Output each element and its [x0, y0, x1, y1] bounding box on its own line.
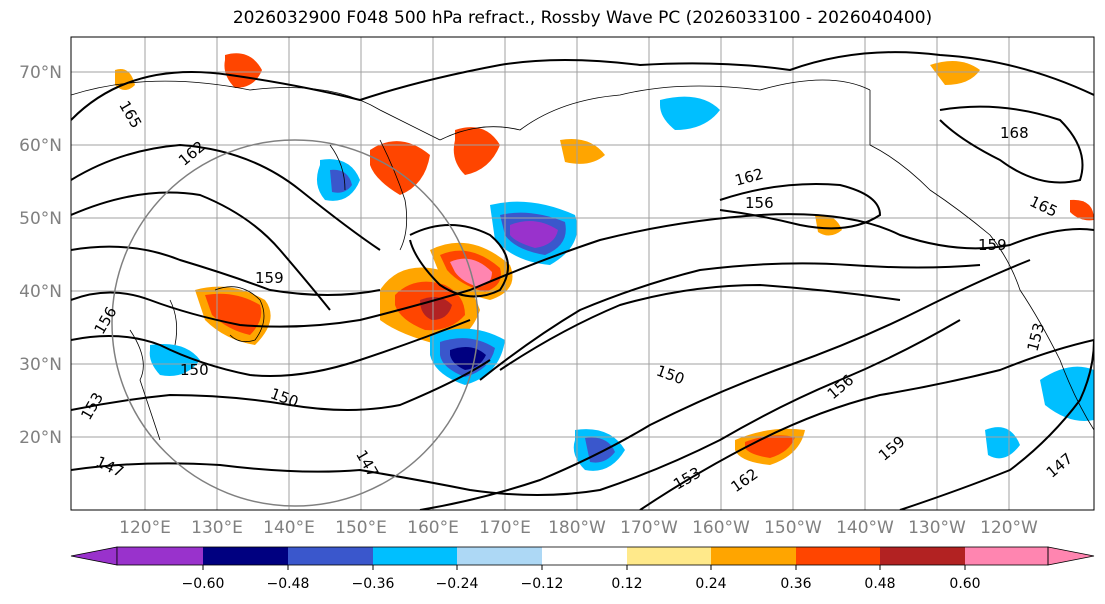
colorbar-segment	[711, 547, 796, 565]
colorbar-segment	[203, 547, 288, 565]
shade-blob	[510, 221, 558, 248]
contour-label: 159	[255, 269, 284, 287]
shade-blob	[115, 69, 135, 90]
colorbar: −0.60 −0.48 −0.36 −0.24 −0.12 0.12 0.24 …	[70, 546, 1095, 592]
lon-label: 160°W	[692, 518, 750, 538]
lon-label: 170°E	[479, 518, 531, 538]
colorbar-tick-label: 0.24	[695, 576, 726, 592]
lat-label: 60°N	[19, 136, 62, 156]
contour-label: 168	[1000, 124, 1029, 142]
shade-blob	[1040, 366, 1094, 421]
lat-label: 70°N	[19, 63, 62, 83]
lon-label: 140°E	[263, 518, 315, 538]
colorbar-tick-label: −0.12	[521, 576, 564, 592]
latitude-labels: 70°N 60°N 50°N 40°N 30°N 20°N	[19, 63, 62, 448]
shade-blob	[985, 427, 1020, 459]
shade-blob	[815, 214, 842, 236]
lon-label: 150°E	[335, 518, 387, 538]
colorbar-segment	[373, 547, 457, 565]
shade-blob	[330, 169, 352, 193]
lat-label: 50°N	[19, 209, 62, 229]
reference-circle	[111, 139, 479, 507]
colorbar-tick-label: 0.36	[780, 576, 811, 592]
lat-label: 30°N	[19, 355, 62, 375]
shade-blob	[453, 127, 500, 175]
lat-label: 20°N	[19, 428, 62, 448]
shade-blob	[149, 344, 200, 376]
shade-blob	[1070, 199, 1094, 221]
contour-label: 159	[978, 236, 1007, 254]
shade-blob	[370, 141, 430, 195]
graticule	[71, 37, 1094, 510]
colorbar-tick-label: −0.36	[352, 576, 395, 592]
lat-label: 40°N	[19, 282, 62, 302]
colorbar-segment	[457, 547, 542, 565]
colorbar-segment	[880, 547, 965, 565]
colorbar-tick-label: 0.12	[611, 576, 642, 592]
lon-label: 170°W	[620, 518, 678, 538]
colorbar-tick-label: −0.60	[182, 576, 225, 592]
colorbar-extend-min	[70, 546, 118, 566]
lon-label: 120°W	[980, 518, 1038, 538]
colorbar-segment	[288, 547, 373, 565]
colorbar-tick-label: −0.24	[436, 576, 479, 592]
colorbar-segment	[627, 547, 711, 565]
colorbar-frame	[116, 546, 1049, 566]
colorbar-segment	[796, 547, 880, 565]
colorbar-tick-label: −0.48	[267, 576, 310, 592]
longitude-labels: 120°E 130°E 140°E 150°E 160°E 170°E 180°…	[119, 518, 1038, 538]
shade-blob	[930, 61, 980, 85]
contour-label: 150	[180, 361, 209, 379]
contour-label: 156	[745, 194, 774, 212]
colorbar-extend-max	[1047, 546, 1095, 566]
height-contours	[71, 51, 1094, 510]
colorbar-tick-label: 0.48	[864, 576, 895, 592]
lon-label: 130°W	[908, 518, 966, 538]
colorbar-segment	[542, 547, 627, 565]
lon-label: 180°W	[548, 518, 606, 538]
map-frame	[70, 36, 1095, 511]
lon-label: 160°E	[407, 518, 459, 538]
lon-label: 150°W	[764, 518, 822, 538]
coastlines	[71, 79, 1094, 441]
lon-label: 120°E	[119, 518, 171, 538]
colorbar-segment	[117, 547, 203, 565]
lon-label: 130°E	[191, 518, 243, 538]
lon-label: 140°W	[836, 518, 894, 538]
colorbar-segment	[965, 547, 1048, 565]
shade-blob	[660, 96, 720, 130]
map-title: 2026032900 F048 500 hPa refract., Rossby…	[232, 8, 933, 28]
colorbar-ticks	[202, 565, 966, 570]
colorbar-tick-label: 0.60	[949, 576, 980, 592]
